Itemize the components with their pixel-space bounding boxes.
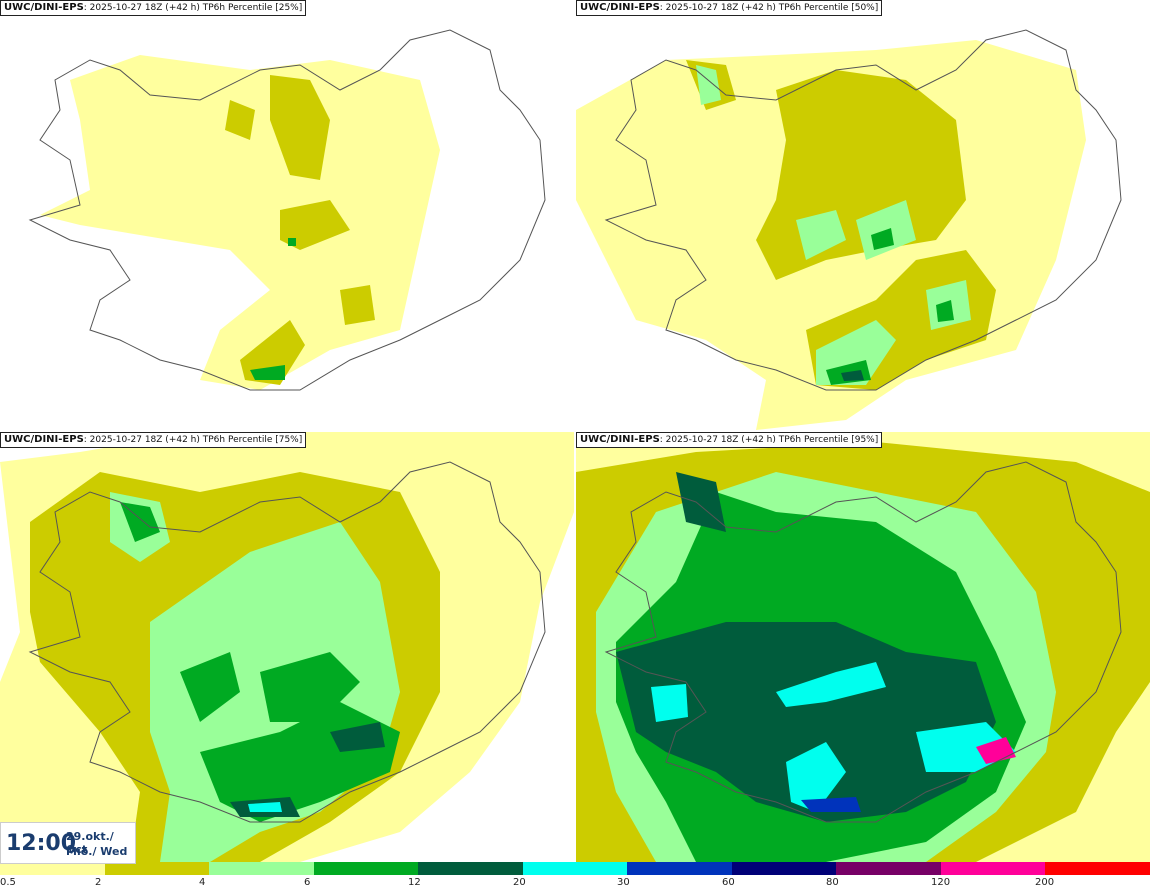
- precip-area-green: [871, 228, 894, 250]
- precip-area-green-light: [796, 210, 846, 260]
- panel-title: UWC/DINI-EPS: 2025-10-27 18Z (+42 h) TP6…: [0, 432, 307, 448]
- precip-map: [28, 29, 546, 391]
- precip-area-light: [40, 55, 440, 390]
- precip-map: [576, 29, 1122, 430]
- valid-time: 12:00: [6, 831, 77, 856]
- legend-colorbar: [0, 862, 1150, 875]
- legend-swatch: [1045, 862, 1150, 875]
- legend-label: 20: [513, 877, 526, 888]
- legend-label: 120: [931, 877, 951, 888]
- precip-area-mid: [280, 200, 350, 250]
- legend-label: 0.5: [0, 877, 16, 888]
- legend-swatch: [418, 862, 523, 875]
- legend-swatch: [731, 862, 837, 875]
- legend-swatch: [836, 862, 941, 875]
- valid-time-box: 12:00 29.okt./ Oct Mið./ Wed: [0, 822, 136, 864]
- precip-area-cyan: [786, 742, 846, 812]
- valid-day: Mið./ Wed: [66, 845, 128, 858]
- valid-date: 29.okt./ Oct: [66, 830, 114, 856]
- precip-area-dark: [330, 722, 385, 752]
- precip-area-mid: [240, 320, 305, 385]
- precip-map: [0, 432, 574, 862]
- precip-area-dark: [616, 622, 996, 822]
- iceland-outline: [28, 29, 546, 391]
- precip-area-cyan: [776, 662, 886, 707]
- precip-area-green: [120, 502, 160, 542]
- legend-swatch: [209, 862, 314, 875]
- legend-label: 200: [1035, 877, 1055, 888]
- legend-label: 4: [199, 877, 206, 888]
- iceland-outline: [28, 461, 546, 823]
- precip-area-mid: [340, 285, 375, 325]
- precip-area-mid: [225, 100, 255, 140]
- precip-area-blue: [801, 797, 861, 812]
- legend-swatch: [104, 862, 210, 875]
- color-legend: 0.5 2 4 6 12 20 30 60 80 120 200: [0, 862, 1150, 891]
- precip-area-cyan: [248, 802, 282, 812]
- precip-map: [576, 432, 1150, 862]
- legend-swatch: [940, 862, 1046, 875]
- panel-title: UWC/DINI-EPS: 2025-10-27 18Z (+42 h) TP6…: [576, 432, 883, 448]
- panel-title: UWC/DINI-EPS: 2025-10-27 18Z (+42 h) TP6…: [576, 0, 883, 16]
- legend-label: 60: [722, 877, 735, 888]
- iceland-outline: [604, 461, 1122, 823]
- legend-swatch: [522, 862, 628, 875]
- map-panel-50: UWC/DINI-EPS: 2025-10-27 18Z (+42 h) TP6…: [576, 0, 1150, 430]
- precip-area-green: [288, 238, 296, 246]
- legend-label: 2: [95, 877, 102, 888]
- legend-label: 30: [617, 877, 630, 888]
- panel-title: UWC/DINI-EPS: 2025-10-27 18Z (+42 h) TP6…: [0, 0, 307, 16]
- precip-area-green: [936, 300, 954, 322]
- map-panel-25: UWC/DINI-EPS: 2025-10-27 18Z (+42 h) TP6…: [0, 0, 574, 430]
- legend-swatch: [313, 862, 419, 875]
- precip-area-dark: [841, 370, 864, 381]
- legend-label: 12: [408, 877, 421, 888]
- legend-label: 80: [826, 877, 839, 888]
- precip-area-green: [250, 365, 285, 380]
- precip-area-green: [180, 652, 240, 722]
- precip-area-cyan: [651, 684, 688, 722]
- precip-area-light: [100, 80, 150, 130]
- map-panel-95: UWC/DINI-EPS: 2025-10-27 18Z (+42 h) TP6…: [576, 432, 1150, 862]
- precip-area-mid: [270, 75, 330, 180]
- map-panel-75: UWC/DINI-EPS: 2025-10-27 18Z (+42 h) TP6…: [0, 432, 574, 862]
- legend-label: 6: [304, 877, 311, 888]
- legend-swatch: [0, 862, 105, 875]
- iceland-outline: [604, 29, 1122, 391]
- legend-swatch: [627, 862, 732, 875]
